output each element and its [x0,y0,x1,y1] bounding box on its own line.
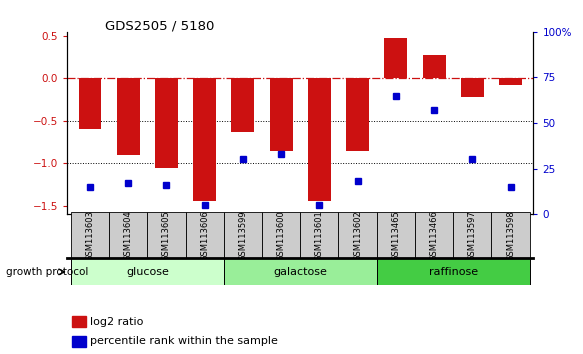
Text: galactose: galactose [273,267,327,277]
Bar [262,212,300,258]
Text: GSM113603: GSM113603 [86,210,94,261]
Bar [147,212,185,258]
Bar [71,258,224,285]
Bar [155,79,178,167]
Bar [79,79,101,129]
Bar [339,212,377,258]
Bar [185,212,224,258]
Text: GSM113605: GSM113605 [162,210,171,261]
Bar [384,38,408,79]
Bar [491,212,529,258]
Bar [231,79,254,132]
Text: glucose: glucose [126,267,168,277]
Bar [270,79,293,150]
Bar [308,79,331,201]
Bar [72,336,86,347]
Bar [71,212,109,258]
Bar [300,212,339,258]
Bar [499,79,522,85]
Text: GSM113600: GSM113600 [276,210,286,261]
Bar [461,79,484,97]
Text: raffinose: raffinose [429,267,477,277]
Bar [72,316,86,327]
Bar [423,55,445,79]
Bar [377,258,529,285]
Text: GSM113601: GSM113601 [315,210,324,261]
Text: GDS2505 / 5180: GDS2505 / 5180 [105,19,215,33]
Bar [415,212,453,258]
Bar [377,212,415,258]
Text: percentile rank within the sample: percentile rank within the sample [90,336,278,346]
Text: GSM113606: GSM113606 [200,210,209,261]
Bar [346,79,369,150]
Text: GSM113598: GSM113598 [506,210,515,261]
Text: GSM113602: GSM113602 [353,210,362,261]
Bar [109,212,147,258]
Text: growth protocol: growth protocol [6,267,88,277]
Bar [224,258,377,285]
Bar [117,79,140,155]
Text: GSM113597: GSM113597 [468,210,477,261]
Bar [224,212,262,258]
Text: GSM113465: GSM113465 [391,210,401,261]
Text: log2 ratio: log2 ratio [90,316,144,327]
Text: GSM113604: GSM113604 [124,210,133,261]
Text: GSM113599: GSM113599 [238,210,247,261]
Bar [453,212,491,258]
Text: GSM113466: GSM113466 [430,210,438,261]
Bar [193,79,216,201]
